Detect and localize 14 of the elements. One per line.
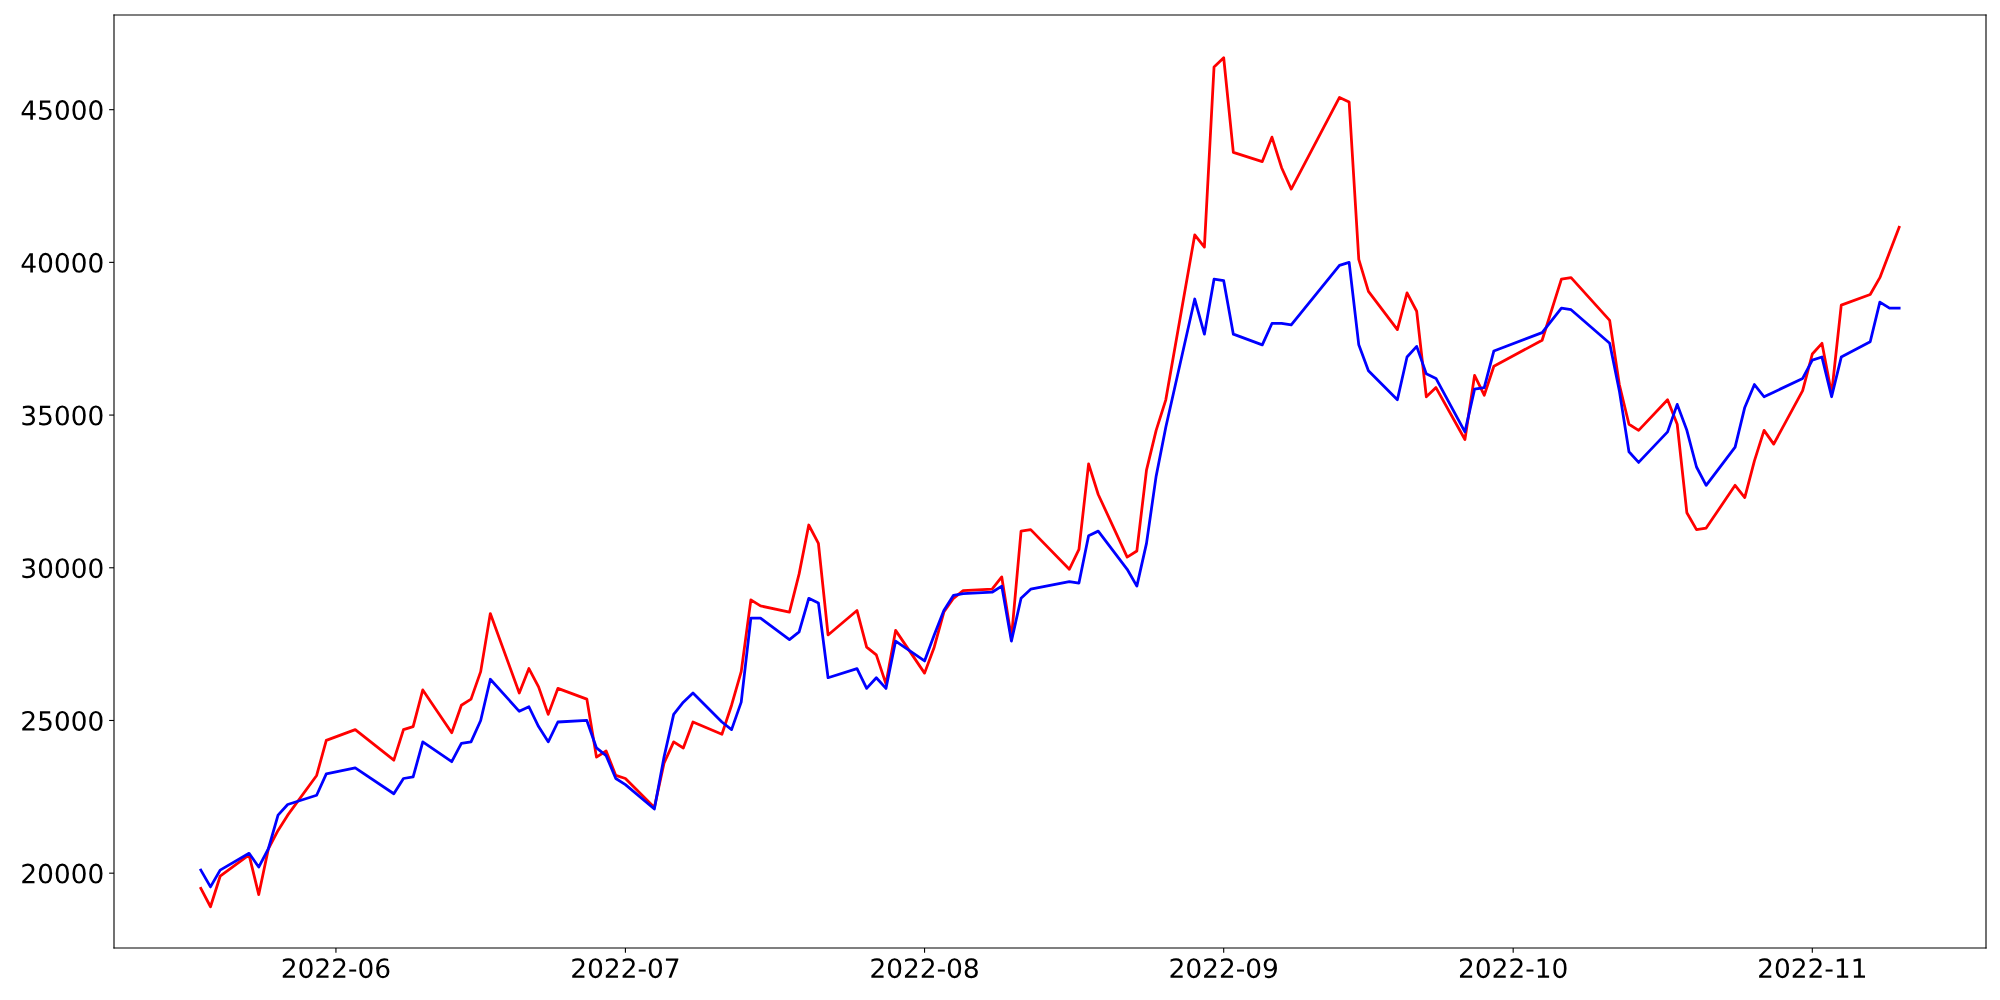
- y-tick-label: 45000: [21, 100, 103, 121]
- y-tick-label: 30000: [22, 558, 103, 579]
- x-tick-label: 2022-08: [871, 958, 978, 979]
- x-tick-label: 2022-11: [1759, 958, 1865, 979]
- y-tick-label: 35000: [22, 405, 103, 426]
- y-tick-label: 25000: [22, 710, 103, 731]
- x-tick-label: 2022-10: [1459, 958, 1567, 979]
- x-tick-label: 2022-09: [1170, 958, 1277, 979]
- y-tick-label: 40000: [21, 252, 103, 273]
- x-tick-label: 2022-06: [282, 958, 390, 979]
- y-tick-label: 20000: [22, 863, 103, 884]
- x-tick-label: 2022-07: [572, 958, 679, 979]
- line-series: [199, 56, 1901, 909]
- line-series: [199, 260, 1901, 889]
